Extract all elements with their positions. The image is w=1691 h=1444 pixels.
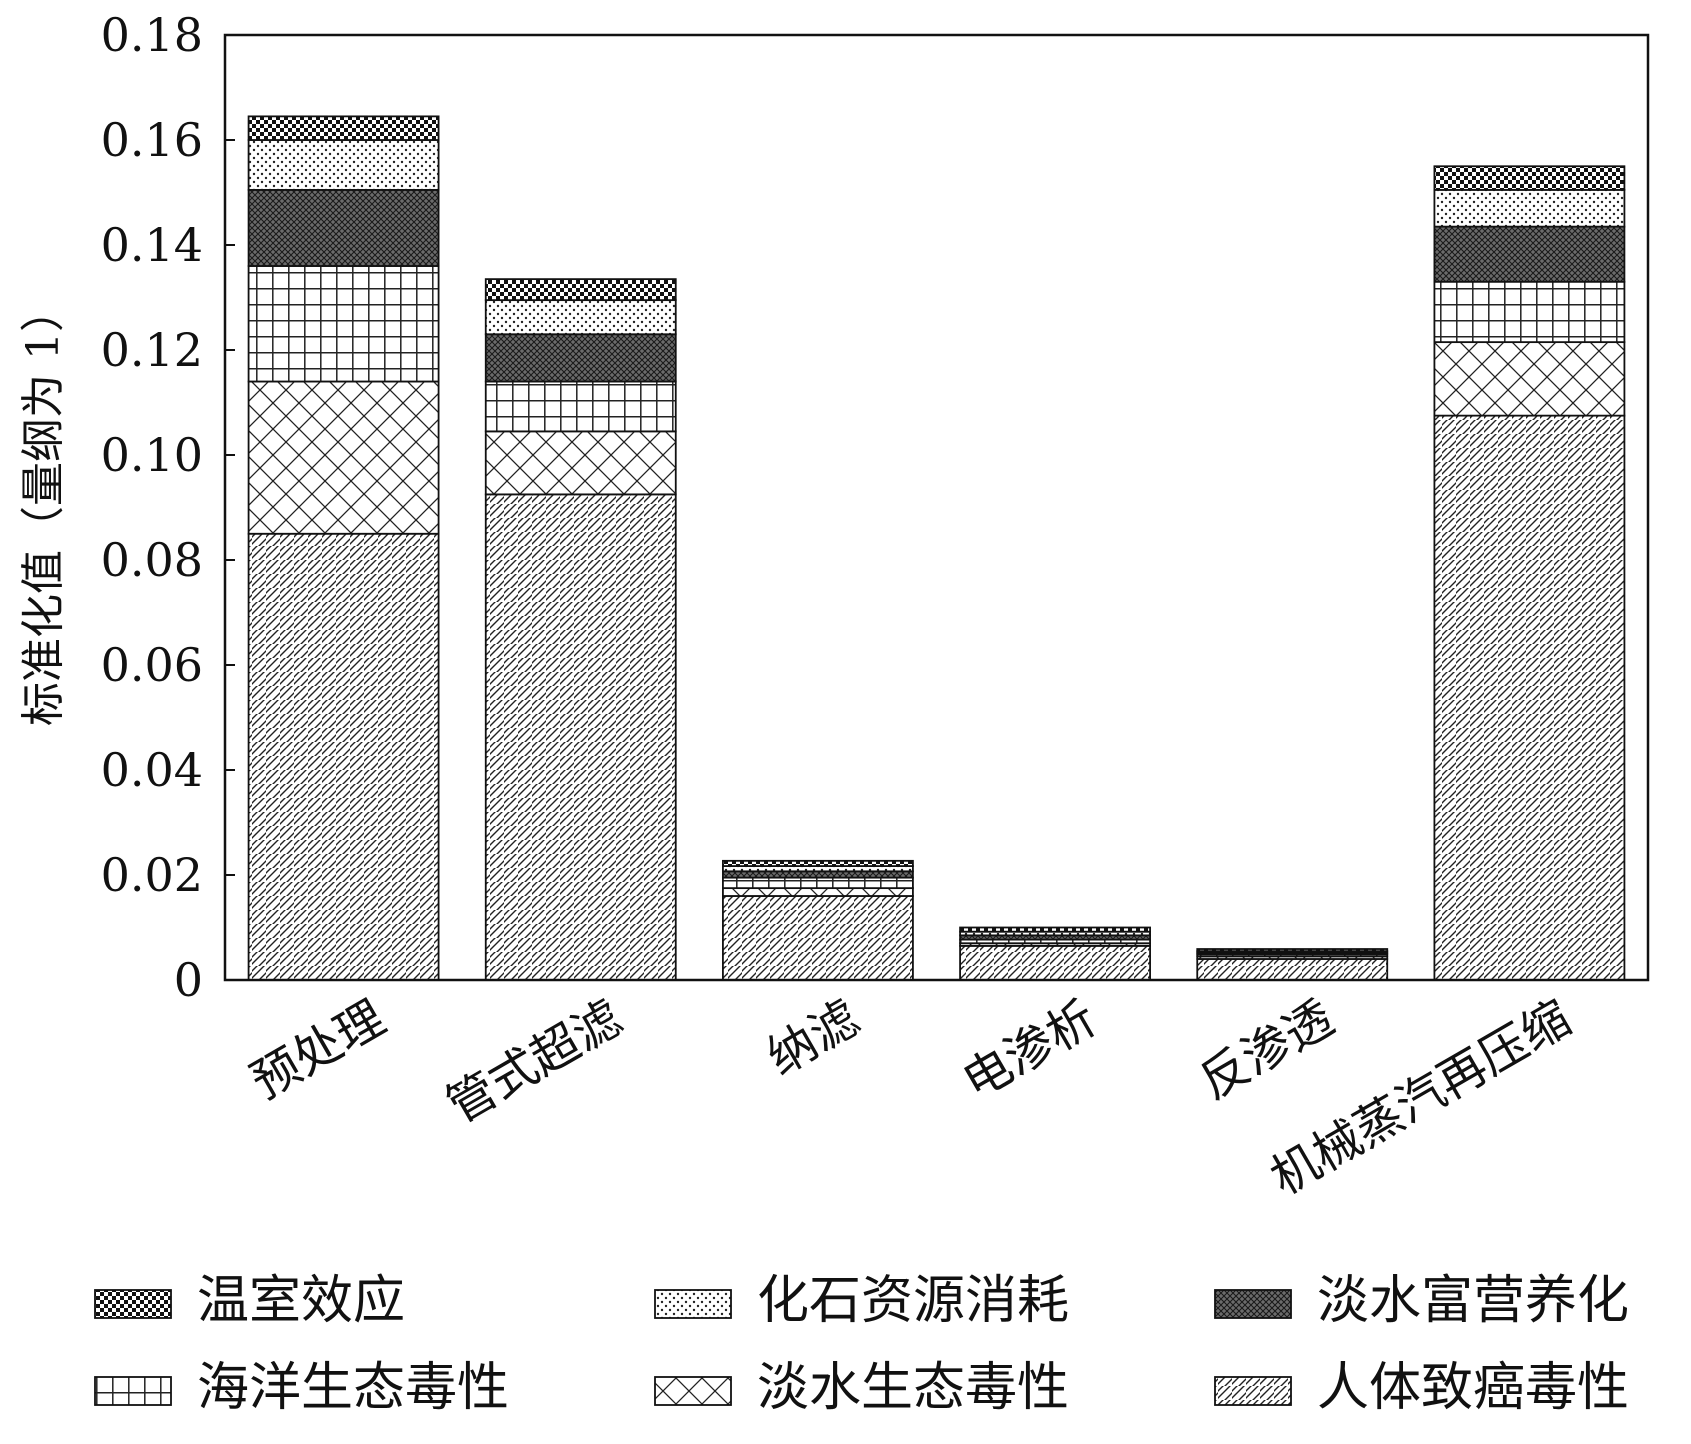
legend-swatch [654, 1376, 732, 1406]
bar-segment [247, 380, 440, 535]
bar-segment [1196, 958, 1389, 981]
y-tick-label: 0.04 [101, 743, 203, 797]
y-tick-label: 0.02 [101, 848, 203, 902]
legend-swatch [1214, 1289, 1292, 1319]
bar-segment [484, 493, 677, 981]
bar-segment [484, 333, 677, 383]
legend-swatch [94, 1289, 172, 1319]
bar-segment [247, 532, 440, 981]
legend-label: 淡水富营养化 [1317, 1271, 1629, 1331]
bar-segment [1433, 414, 1626, 981]
bar-segment [959, 944, 1151, 981]
bar-segment [1433, 280, 1626, 344]
legend-swatch [1214, 1376, 1292, 1406]
legend-label: 化石资源消耗 [757, 1271, 1069, 1331]
bar-segment [722, 895, 914, 981]
bar-segment [484, 278, 677, 302]
x-tick-label: 管式超滤 [437, 990, 631, 1135]
bar-segment [484, 430, 677, 496]
bar-segment [247, 188, 440, 267]
bar-segment [1196, 948, 1389, 953]
y-tick-label: 0.06 [101, 638, 203, 692]
bar-segment [247, 115, 440, 141]
x-tick-label: 纳滤 [758, 990, 869, 1087]
bar-segment [722, 859, 914, 867]
y-tick-label: 0.12 [101, 323, 203, 377]
bar-segment [1433, 341, 1626, 417]
bars-layer [247, 115, 1626, 981]
x-tick-label: 反渗透 [1191, 990, 1344, 1111]
bar-segment [1433, 188, 1626, 228]
bar-segment [484, 380, 677, 433]
y-axis: 0 0.02 0.04 0.06 0.08 0.10 0.12 0.14 0.16 0.18 [101, 8, 235, 1007]
bar-segment [247, 139, 440, 191]
y-tick-label: 0.10 [101, 428, 203, 482]
y-tick-label: 0.08 [101, 533, 203, 587]
legend-swatch [654, 1289, 732, 1319]
x-tick-label: 预处理 [242, 990, 395, 1111]
bar-segment [722, 887, 914, 897]
x-tick-label: 电渗析 [953, 990, 1106, 1111]
bar-segment [247, 265, 440, 383]
bar-segment [722, 876, 914, 890]
bar-segment [1433, 165, 1626, 191]
legend-swatch [94, 1376, 172, 1406]
y-tick-label: 0 [174, 953, 203, 1007]
legend-label: 海洋生态毒性 [197, 1358, 509, 1418]
legend-label: 淡水生态毒性 [757, 1358, 1069, 1418]
y-tick-label: 0.14 [101, 218, 203, 272]
bar-segment [484, 299, 677, 336]
bar-segment [1433, 225, 1626, 283]
y-axis-label: 标准化值（量纲为 1） [18, 288, 69, 726]
y-tick-label: 0.18 [101, 8, 203, 62]
y-tick-label: 0.16 [101, 113, 203, 167]
bar-segment [959, 926, 1151, 933]
plot-frame [223, 33, 1650, 982]
legend-label: 温室效应 [197, 1271, 405, 1331]
bar-segment [722, 870, 914, 879]
legend-label: 人体致癌毒性 [1317, 1358, 1629, 1418]
